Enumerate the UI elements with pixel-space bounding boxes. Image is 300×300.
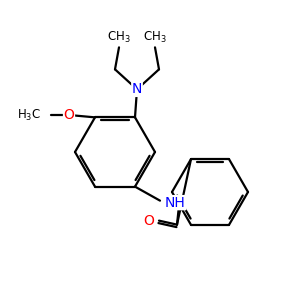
- Text: O: O: [143, 214, 154, 228]
- Text: CH$_3$: CH$_3$: [107, 30, 131, 45]
- Text: N: N: [132, 82, 142, 96]
- Text: O: O: [64, 108, 74, 122]
- Text: H$_3$C: H$_3$C: [17, 108, 41, 123]
- Text: CH$_3$: CH$_3$: [143, 30, 167, 45]
- Text: NH: NH: [165, 196, 186, 210]
